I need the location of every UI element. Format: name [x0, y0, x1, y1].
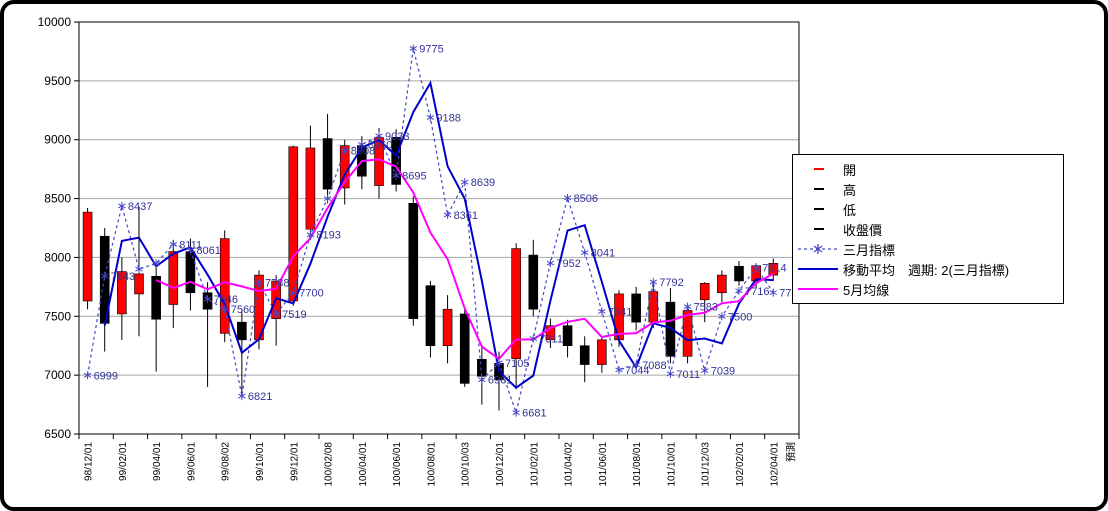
- svg-text:8061: 8061: [196, 245, 220, 257]
- x-axis-labels: 98/12/01 99/02/01 99/04/01 99/06/01 99/08/02…: [84, 442, 798, 487]
- legend-label-moving-average: 移動平均 週期: 2(三月指標): [843, 262, 1010, 278]
- svg-text:8639: 8639: [471, 177, 495, 189]
- legend-item-close: 收盤價: [793, 219, 1063, 239]
- legend-label-ma5: 5月均線: [843, 282, 890, 298]
- legend-item-high: 高: [793, 179, 1063, 199]
- legend-label-high: 高: [843, 182, 857, 198]
- svg-text:100/06/01: 100/06/01: [392, 442, 403, 487]
- svg-text:102/02/01: 102/02/01: [735, 442, 746, 487]
- axes-and-grid: 6500 7000 7500 8000 8500 9000 9500 10000: [38, 15, 800, 441]
- svg-text:101/02/01: 101/02/01: [529, 442, 540, 487]
- legend-label-low: 低: [843, 202, 857, 218]
- svg-text:7716: 7716: [745, 286, 769, 298]
- svg-text:7646: 7646: [214, 294, 238, 306]
- svg-text:7000: 7000: [44, 368, 71, 382]
- svg-text:7311: 7311: [539, 334, 563, 346]
- svg-text:6999: 6999: [94, 370, 118, 382]
- svg-text:9775: 9775: [419, 43, 443, 55]
- legend-label-open: 開: [843, 162, 857, 178]
- svg-text:102/04/01: 102/04/01: [769, 442, 780, 487]
- svg-text:101/12/03: 101/12/03: [701, 442, 712, 487]
- svg-text:7843: 7843: [111, 271, 135, 283]
- legend-label-indicator: 三月指標: [843, 242, 896, 258]
- close-price-marker-icon: [793, 222, 843, 236]
- svg-text:99/04/01: 99/04/01: [152, 442, 163, 481]
- svg-text:9188: 9188: [436, 113, 460, 125]
- svg-text:9500: 9500: [44, 74, 71, 88]
- svg-text:6961: 6961: [488, 375, 512, 387]
- svg-text:100/12/01: 100/12/01: [495, 442, 506, 487]
- svg-text:99/10/01: 99/10/01: [255, 442, 266, 481]
- svg-text:99/06/01: 99/06/01: [186, 442, 197, 481]
- svg-text:9033: 9033: [385, 131, 409, 143]
- low-marker-icon: [793, 202, 843, 216]
- svg-text:7583: 7583: [694, 302, 718, 314]
- svg-text:8960: 8960: [368, 139, 392, 151]
- svg-text:6500: 6500: [44, 427, 71, 441]
- svg-text:8437: 8437: [128, 201, 152, 213]
- svg-text:7788: 7788: [265, 277, 289, 289]
- svg-text:100/10/03: 100/10/03: [461, 442, 472, 487]
- legend-item-low: 低: [793, 199, 1063, 219]
- svg-text:7500: 7500: [728, 311, 752, 323]
- svg-text:8506: 8506: [574, 193, 598, 205]
- legend-item-moving-average: 移動平均 週期: 2(三月指標): [793, 259, 1063, 279]
- svg-text:99/12/01: 99/12/01: [289, 442, 300, 481]
- legend-item-indicator: 三月指標: [793, 239, 1063, 259]
- svg-text:99/08/02: 99/08/02: [221, 442, 232, 481]
- svg-text:100/08/01: 100/08/01: [426, 442, 437, 487]
- svg-text:8500: 8500: [44, 192, 71, 206]
- dashed-asterisk-line-icon: [793, 242, 843, 256]
- svg-text:預測: 預測: [784, 442, 797, 462]
- svg-text:101/08/01: 101/08/01: [632, 442, 643, 487]
- svg-text:9000: 9000: [44, 133, 71, 147]
- svg-text:10000: 10000: [38, 15, 72, 29]
- magenta-line-icon: [793, 282, 843, 296]
- svg-text:101/04/02: 101/04/02: [564, 442, 575, 487]
- legend: 開 高 低 收盤價: [792, 154, 1064, 304]
- svg-text:8908: 8908: [351, 146, 375, 158]
- svg-text:7914: 7914: [762, 263, 786, 275]
- svg-text:8000: 8000: [44, 250, 71, 264]
- svg-text:7105: 7105: [505, 358, 529, 370]
- svg-text:101/10/01: 101/10/01: [666, 442, 677, 487]
- svg-text:99/02/01: 99/02/01: [118, 442, 129, 481]
- svg-text:98/12/01: 98/12/01: [84, 442, 95, 481]
- legend-item-open: 開: [793, 159, 1063, 179]
- svg-text:8361: 8361: [454, 210, 478, 222]
- svg-text:7700: 7700: [299, 288, 323, 300]
- legend-label-close: 收盤價: [843, 222, 883, 238]
- svg-text:6681: 6681: [522, 408, 546, 420]
- svg-text:8193: 8193: [316, 230, 340, 242]
- svg-text:8695: 8695: [402, 171, 426, 183]
- moving-average-line: [103, 80, 774, 389]
- svg-text:7039: 7039: [711, 366, 735, 378]
- svg-text:7519: 7519: [282, 309, 306, 321]
- svg-text:6821: 6821: [248, 391, 272, 403]
- ma5-line: [155, 158, 774, 361]
- blue-line-icon: [793, 262, 843, 276]
- indicator-markers: [83, 44, 778, 417]
- svg-text:7088: 7088: [642, 360, 666, 372]
- svg-text:101/06/01: 101/06/01: [598, 442, 609, 487]
- svg-text:100/02/08: 100/02/08: [324, 442, 335, 487]
- high-marker-icon: [793, 182, 843, 196]
- svg-text:8041: 8041: [591, 248, 615, 260]
- svg-text:7952: 7952: [556, 258, 580, 270]
- svg-text:8111: 8111: [179, 239, 202, 251]
- svg-text:7541: 7541: [608, 306, 632, 318]
- svg-text:7560: 7560: [231, 304, 255, 316]
- svg-text:7011: 7011: [676, 369, 700, 381]
- svg-text:100/04/01: 100/04/01: [358, 442, 369, 487]
- svg-text:7792: 7792: [659, 277, 683, 289]
- svg-text:7044: 7044: [625, 365, 649, 377]
- stock-chart: 6500 7000 7500 8000 8500 9000 9500 10000 98/12/0…: [38, 15, 804, 487]
- legend-item-ma5: 5月均線: [793, 279, 1063, 299]
- open-marker-icon: [793, 162, 843, 176]
- svg-text:7500: 7500: [44, 309, 71, 323]
- candlesticks: [82, 113, 779, 411]
